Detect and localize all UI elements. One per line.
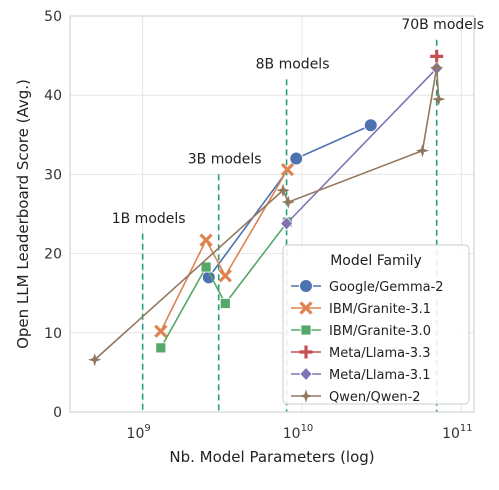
series-meta-llama-3-1 [280,61,444,231]
data-point [218,269,232,283]
data-point [87,352,102,367]
y-tick-label: 50 [44,9,62,25]
size-marker-label: 1B models [112,211,186,227]
data-point [276,183,290,198]
data-point [219,298,231,309]
size-marker-label: 70B models [401,17,484,33]
size-marker-label: 8B models [256,56,330,72]
series-ibm-granite-3-1 [154,163,295,338]
x-tick-label: 109 [127,423,151,442]
legend-entry: IBM/Granite-3.0 [291,324,431,339]
series [87,49,446,367]
legend-marker [299,279,313,293]
legend-title: Model Family [330,253,422,269]
data-point [281,195,296,209]
data-point [154,324,168,338]
series-line [286,67,438,225]
legend-label: Qwen/Qwen-2 [329,390,421,405]
plot-frame [69,15,475,413]
ticks: 0 10 20 30 40 50 109 1010 1011 [44,9,472,442]
data-point [155,342,167,354]
data-point [289,151,304,166]
legend-marker [299,366,313,382]
data-point [200,261,212,273]
y-tick-label: 20 [44,247,62,263]
legend-label: Meta/Llama-3.1 [329,368,430,383]
data-point [280,216,294,231]
series-ibm-granite-3-0 [155,216,293,354]
series-line [160,169,289,332]
series-line [160,221,289,349]
data-point [280,163,295,177]
y-axis-title: Open LLM Leaderboard Score (Avg.) [14,79,32,349]
legend-marker [300,324,312,336]
data-point [415,143,430,158]
series-qwen-qwen-2 [87,60,446,367]
size-marker-label: 3B models [188,151,262,167]
series-google-gemma-2 [201,118,378,285]
x-tick-label: 1011 [442,423,473,442]
legend: Model Family Google/Gemma-2 IBM/Granite-3.… [282,244,470,405]
legend-entry: Google/Gemma-2 [291,279,444,295]
y-tick-label: 0 [53,405,62,421]
legend-label: IBM/Granite-3.0 [329,324,431,339]
legend-marker [299,345,313,359]
legend-label: IBM/Granite-3.1 [329,302,431,317]
legend-label: Meta/Llama-3.3 [329,346,430,361]
y-tick-label: 10 [44,326,62,342]
legend-marker [299,301,313,315]
x-axis-title: Nb. Model Parameters (log) [169,448,374,466]
legend-entry: Qwen/Qwen-2 [291,389,421,405]
data-point [431,92,446,107]
data-point [199,233,213,247]
legend-entry: IBM/Granite-3.1 [291,301,431,317]
y-tick-label: 40 [44,88,62,104]
legend-marker [299,389,313,403]
data-point [363,118,378,133]
legend-label: Google/Gemma-2 [329,280,444,295]
legend-box [282,244,470,405]
x-tick-label: 1010 [283,423,314,442]
legend-entry: Meta/Llama-3.3 [291,345,430,361]
legend-entry: Meta/Llama-3.1 [291,366,430,383]
data-point [429,60,444,75]
y-tick-label: 30 [44,167,62,183]
